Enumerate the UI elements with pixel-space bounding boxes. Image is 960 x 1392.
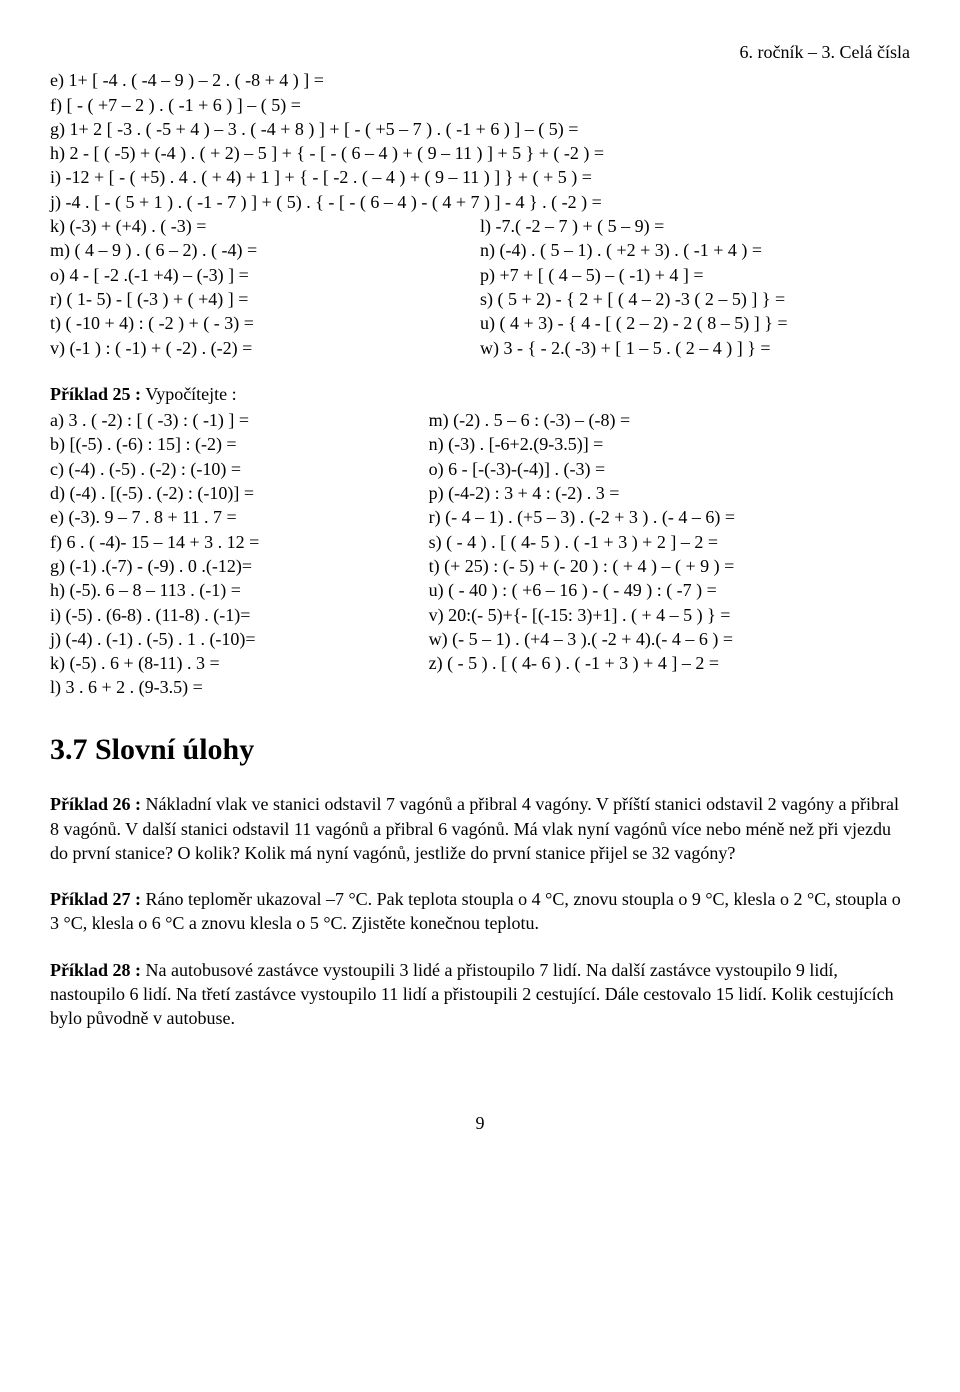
- ex-o: o) 4 - [ -2 .(-1 +4) – (-3) ] =: [50, 263, 480, 287]
- ex-v: v) (-1 ) : ( -1) + ( -2) . (-2) =: [50, 336, 480, 360]
- p25-r: r) (- 4 – 1) . (+5 – 3) . (-2 + 3 ) . (-…: [429, 505, 910, 529]
- p25-c: c) (-4) . (-5) . (-2) : (-10) =: [50, 457, 399, 481]
- p25-e: e) (-3). 9 – 7 . 8 + 11 . 7 =: [50, 505, 399, 529]
- ex-n: n) (-4) . ( 5 – 1) . ( +2 + 3) . ( -1 + …: [480, 238, 910, 262]
- p25-f: f) 6 . ( -4)- 15 – 14 + 3 . 12 =: [50, 530, 399, 554]
- ex-k: k) (-3) + (+4) . ( -3) =: [50, 214, 480, 238]
- p25-p: p) (-4-2) : 3 + 4 : (-2) . 3 =: [429, 481, 910, 505]
- p25-z: z) ( - 5 ) . [ ( 4- 6 ) . ( -1 + 3 ) + 4…: [429, 651, 910, 675]
- page-number: 9: [50, 1111, 910, 1135]
- p25-o: o) 6 - [-(-3)-(-4)] . (-3) =: [429, 457, 910, 481]
- priklad-27-label: Příklad 27 :: [50, 889, 141, 909]
- p25-v: v) 20:(- 5)+{- [(-15: 3)+1] . ( + 4 – 5 …: [429, 603, 910, 627]
- p25-n: n) (-3) . [-6+2.(9-3.5)] =: [429, 432, 910, 456]
- ex-s: s) ( 5 + 2) - { 2 + [ ( 4 – 2) -3 ( 2 – …: [480, 287, 910, 311]
- ex-e: e) 1+ [ -4 . ( -4 – 9 ) – 2 . ( -8 + 4 )…: [50, 68, 910, 92]
- priklad-27: Příklad 27 : Ráno teploměr ukazoval –7 °…: [50, 887, 910, 936]
- priklad-25-right: m) (-2) . 5 – 6 : (-3) – (-8) = n) (-3) …: [429, 408, 910, 700]
- p25-d: d) (-4) . [(-5) . (-2) : (-10)] =: [50, 481, 399, 505]
- p25-i: i) (-5) . (6-8) . (11-8) . (-1)=: [50, 603, 399, 627]
- p25-u: u) ( - 40 ) : ( +6 – 16 ) - ( - 49 ) : (…: [429, 578, 910, 602]
- p25-g: g) (-1) .(-7) - (-9) . 0 .(-12)=: [50, 554, 399, 578]
- priklad-25-title: Příklad 25 : Vypočítejte :: [50, 382, 910, 406]
- priklad-26-label: Příklad 26 :: [50, 794, 141, 814]
- p25-l: l) 3 . 6 + 2 . (9-3.5) =: [50, 675, 399, 699]
- p25-t: t) (+ 25) : (- 5) + (- 20 ) : ( + 4 ) – …: [429, 554, 910, 578]
- ex-f: f) [ - ( +7 – 2 ) . ( -1 + 6 ) ] – ( 5) …: [50, 93, 910, 117]
- p25-m: m) (-2) . 5 – 6 : (-3) – (-8) =: [429, 408, 910, 432]
- p25-w: w) (- 5 – 1) . (+4 – 3 ).( -2 + 4).(- 4 …: [429, 627, 910, 651]
- priklad-28: Příklad 28 : Na autobusové zastávce vyst…: [50, 958, 910, 1031]
- ex-w: w) 3 - { - 2.( -3) + [ 1 – 5 . ( 2 – 4 )…: [480, 336, 910, 360]
- ex-u: u) ( 4 + 3) - { 4 - [ ( 2 – 2) - 2 ( 8 –…: [480, 311, 910, 335]
- ex-t: t) ( -10 + 4) : ( -2 ) + ( - 3) =: [50, 311, 480, 335]
- ex-r: r) ( 1- 5) - [ (-3 ) + ( +4) ] =: [50, 287, 480, 311]
- priklad-25-text: Vypočítejte :: [141, 384, 237, 404]
- priklad-25-label: Příklad 25 :: [50, 384, 141, 404]
- ex-p: p) +7 + [ ( 4 – 5) – ( -1) + 4 ] =: [480, 263, 910, 287]
- p25-h: h) (-5). 6 – 8 – 113 . (-1) =: [50, 578, 399, 602]
- ex-g: g) 1+ 2 [ -3 . ( -5 + 4 ) – 3 . ( -4 + 8…: [50, 117, 910, 141]
- ex-j: j) -4 . [ - ( 5 + 1 ) . ( -1 - 7 ) ] + (…: [50, 190, 910, 214]
- priklad-25-left: a) 3 . ( -2) : [ ( -3) : ( -1) ] = b) [(…: [50, 408, 399, 700]
- p25-b: b) [(-5) . (-6) : 15] : (-2) =: [50, 432, 399, 456]
- priklad-26: Příklad 26 : Nákladní vlak ve stanici od…: [50, 792, 910, 865]
- p25-j: j) (-4) . (-1) . (-5) . 1 . (-10)=: [50, 627, 399, 651]
- p25-k: k) (-5) . 6 + (8-11) . 3 =: [50, 651, 399, 675]
- p25-a: a) 3 . ( -2) : [ ( -3) : ( -1) ] =: [50, 408, 399, 432]
- priklad-27-text: Ráno teploměr ukazoval –7 °C. Pak teplot…: [50, 889, 901, 933]
- priklad-26-text: Nákladní vlak ve stanici odstavil 7 vagó…: [50, 794, 899, 863]
- page-header: 6. ročník – 3. Celá čísla: [50, 40, 910, 64]
- priklad-28-label: Příklad 28 :: [50, 960, 141, 980]
- priklad-25-columns: a) 3 . ( -2) : [ ( -3) : ( -1) ] = b) [(…: [50, 408, 910, 700]
- p25-s: s) ( - 4 ) . [ ( 4- 5 ) . ( -1 + 3 ) + 2…: [429, 530, 910, 554]
- ex-i: i) -12 + [ - ( +5) . 4 . ( + 4) + 1 ] + …: [50, 165, 910, 189]
- exercise-block-1: e) 1+ [ -4 . ( -4 – 9 ) – 2 . ( -8 + 4 )…: [50, 68, 910, 360]
- ex-m: m) ( 4 – 9 ) . ( 6 – 2) . ( -4) =: [50, 238, 480, 262]
- ex-h: h) 2 - [ ( -5) + (-4 ) . ( + 2) – 5 ] + …: [50, 141, 910, 165]
- section-heading: 3.7 Slovní úlohy: [50, 730, 910, 771]
- priklad-28-text: Na autobusové zastávce vystoupili 3 lidé…: [50, 960, 894, 1029]
- ex-l: l) -7.( -2 – 7 ) + ( 5 – 9) =: [480, 214, 910, 238]
